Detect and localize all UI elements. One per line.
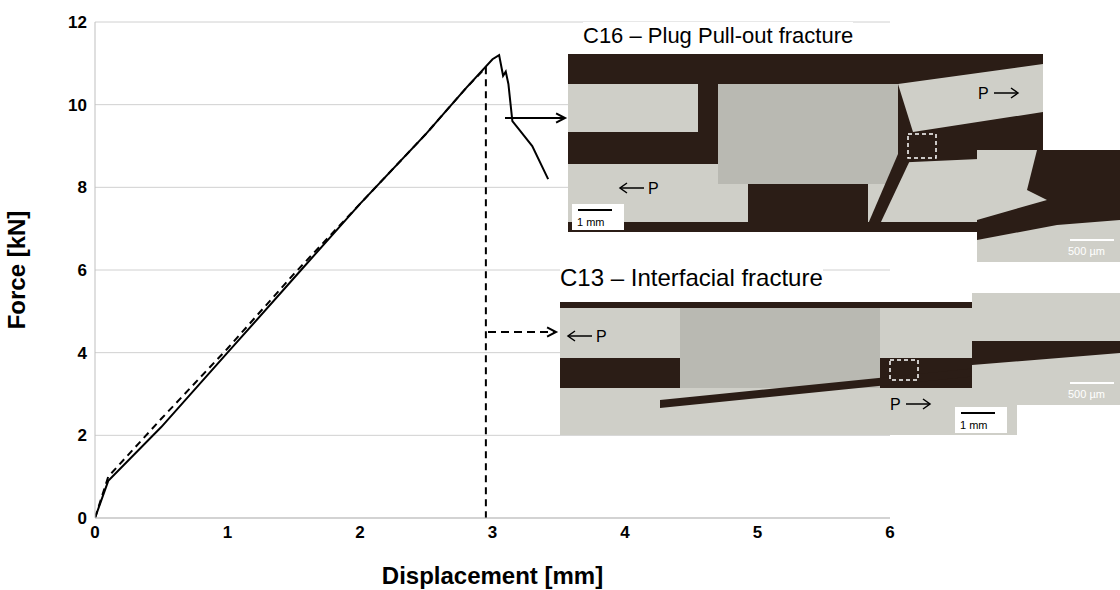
svg-text:4: 4	[78, 344, 88, 363]
svg-text:2: 2	[355, 523, 364, 542]
svg-text:500 µm: 500 µm	[1068, 245, 1105, 257]
svg-text:1: 1	[223, 523, 232, 542]
svg-text:4: 4	[620, 523, 630, 542]
svg-text:3: 3	[488, 523, 497, 542]
svg-text:6: 6	[78, 261, 87, 280]
svg-text:12: 12	[68, 13, 87, 32]
svg-text:Displacement [mm]: Displacement [mm]	[382, 562, 603, 589]
svg-text:P: P	[648, 180, 659, 197]
svg-text:0: 0	[78, 509, 87, 528]
svg-text:5: 5	[753, 523, 762, 542]
svg-text:2: 2	[78, 426, 87, 445]
svg-text:Force [kN]: Force [kN]	[3, 211, 30, 330]
svg-text:6: 6	[885, 523, 894, 542]
svg-text:500 µm: 500 µm	[1068, 388, 1105, 400]
svg-text:10: 10	[68, 96, 87, 115]
svg-text:P: P	[596, 328, 607, 345]
svg-text:8: 8	[78, 178, 87, 197]
svg-text:P: P	[890, 396, 901, 413]
svg-text:0: 0	[90, 523, 99, 542]
svg-text:P: P	[978, 85, 989, 102]
html-text:C13 – Interfacial fracture: C13 – Interfacial fracture	[560, 264, 823, 291]
svg-text:1 mm: 1 mm	[960, 419, 988, 431]
html-text:C16 – Plug Pull-out fracture: C16 – Plug Pull-out fracture	[583, 23, 854, 48]
svg-text:1 mm: 1 mm	[577, 216, 605, 228]
